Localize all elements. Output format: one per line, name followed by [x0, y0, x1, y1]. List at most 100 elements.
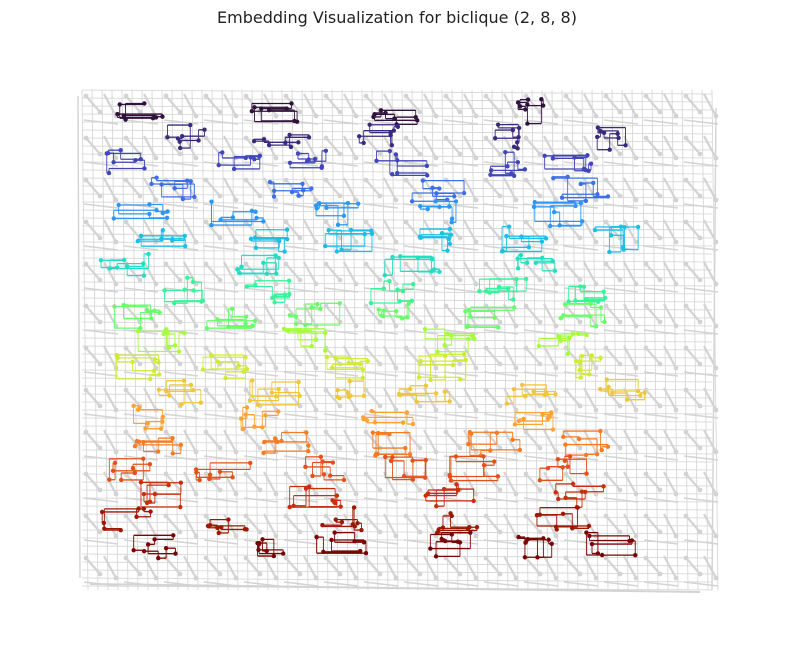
chain-node — [156, 360, 161, 365]
chain-node — [261, 260, 266, 266]
lattice-node — [563, 345, 569, 351]
chain-node — [602, 295, 608, 301]
lattice-node — [363, 93, 369, 99]
chain-node — [121, 113, 126, 118]
lattice-node — [273, 323, 279, 329]
chain-node — [372, 420, 378, 425]
lattice-edge — [463, 93, 477, 117]
lattice-edge — [663, 219, 677, 243]
lattice-node — [683, 429, 689, 435]
lattice-edge — [611, 89, 619, 591]
lattice-edge — [363, 329, 399, 335]
lattice-node — [297, 235, 303, 241]
lattice-edge — [223, 177, 237, 201]
lattice-edge — [283, 455, 319, 461]
lattice-node — [393, 533, 399, 539]
lattice-edge — [565, 221, 581, 239]
chain-node — [439, 231, 445, 236]
lattice-node — [297, 487, 303, 493]
lattice-edge — [323, 455, 359, 461]
lattice-node — [377, 319, 383, 325]
lattice-node — [273, 155, 279, 161]
chain-node — [306, 484, 312, 489]
lattice-edge — [77, 95, 81, 579]
chain-node — [370, 430, 376, 435]
chain-node — [407, 452, 413, 457]
chain-node — [315, 301, 320, 307]
chain-node — [595, 134, 600, 140]
lattice-node — [313, 575, 319, 581]
lattice-edge — [605, 95, 621, 113]
lattice-node — [483, 93, 489, 99]
lattice-edge — [81, 425, 713, 431]
chain-node — [492, 459, 497, 464]
lattice-node — [497, 319, 503, 325]
chain-node — [551, 209, 557, 215]
lattice-node — [657, 571, 663, 577]
lattice-edge — [403, 581, 439, 587]
lattice-edge — [403, 329, 439, 335]
lattice-node — [163, 93, 169, 99]
chain-node — [289, 189, 295, 195]
lattice-edge — [485, 389, 501, 407]
lattice-node — [523, 177, 529, 183]
lattice-edge — [503, 345, 517, 369]
lattice-node — [553, 449, 559, 455]
chain-node — [304, 430, 309, 435]
lattice-edge — [645, 347, 661, 365]
chain-node — [118, 477, 124, 483]
lattice-edge — [523, 497, 559, 503]
lattice-node — [403, 219, 409, 225]
lattice-node — [153, 323, 159, 329]
chain-node — [287, 313, 293, 318]
lattice-edge — [603, 455, 639, 461]
chain-node — [355, 520, 360, 526]
lattice-edge — [523, 161, 559, 167]
chain-node — [388, 458, 394, 464]
lattice-edge — [523, 287, 559, 293]
chain-node — [253, 282, 258, 288]
lattice-edge — [601, 89, 609, 591]
chain-node — [579, 219, 585, 224]
chain-node — [259, 106, 264, 111]
lattice-node — [403, 177, 409, 183]
chain-node — [164, 389, 169, 394]
chain-node — [162, 288, 167, 293]
lattice-edge — [523, 581, 559, 587]
chain-node — [602, 319, 607, 325]
lattice-edge — [203, 287, 239, 293]
lattice-node — [123, 93, 129, 99]
chain-node — [395, 170, 400, 176]
lattice-edge — [103, 513, 117, 537]
lattice-node — [657, 403, 663, 409]
chain-node — [261, 450, 266, 456]
lattice-edge — [81, 233, 713, 239]
chain-node — [288, 144, 294, 150]
chain-node — [525, 97, 531, 102]
chain-node — [144, 307, 150, 313]
chain-node — [254, 215, 259, 221]
lattice-edge — [165, 389, 181, 407]
chain-node — [130, 465, 136, 471]
lattice-node — [393, 575, 399, 581]
chain-node — [293, 321, 299, 326]
chain-node — [172, 301, 177, 306]
lattice-edge — [123, 119, 159, 125]
lattice-node — [697, 235, 703, 241]
lattice-node — [657, 319, 663, 325]
lattice-node — [153, 239, 159, 245]
lattice-node — [153, 281, 159, 287]
chain-node — [121, 257, 127, 263]
chain-node — [541, 536, 546, 541]
chain-node — [199, 299, 204, 304]
lattice-node — [593, 197, 599, 203]
lattice-edge — [205, 263, 221, 281]
chain-node — [204, 326, 210, 331]
chain-node — [585, 153, 590, 158]
lattice-node — [497, 361, 503, 367]
lattice-node — [457, 109, 463, 115]
chain-node — [616, 135, 621, 141]
lattice-edge — [445, 137, 461, 155]
chain-node — [504, 233, 509, 239]
chain-node — [151, 368, 157, 373]
